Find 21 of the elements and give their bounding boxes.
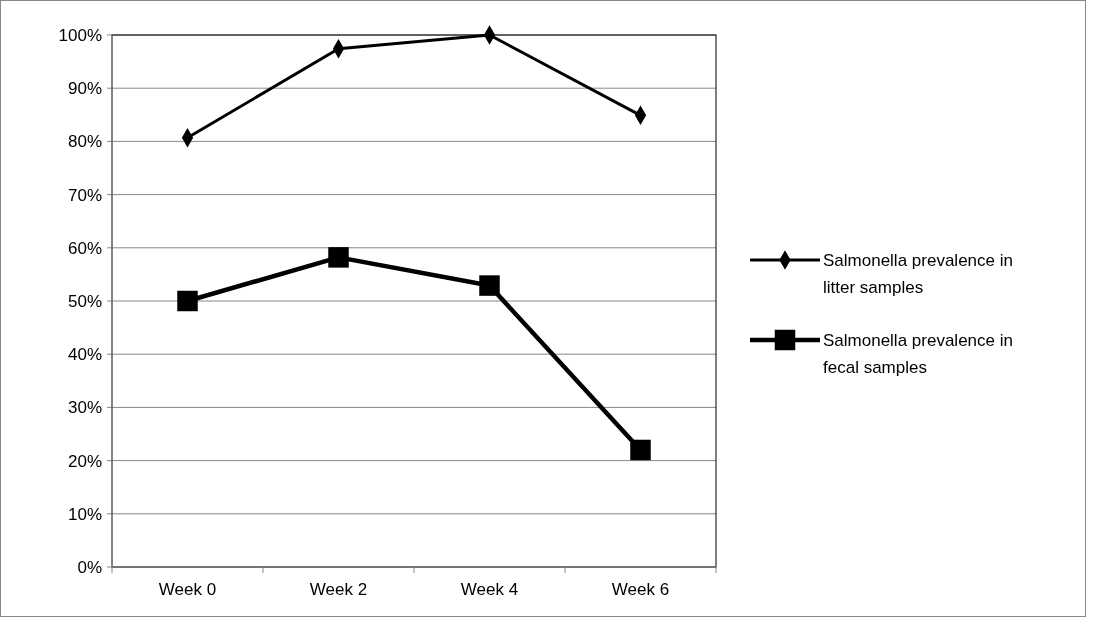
point xyxy=(630,439,651,461)
y-tick-label: 70% xyxy=(67,185,102,205)
y-tick-label: 20% xyxy=(67,451,102,471)
y-tick-label: 50% xyxy=(67,291,102,311)
x-tick-label: Week 2 xyxy=(309,580,368,599)
x-tick-label: Week 0 xyxy=(158,580,217,599)
point xyxy=(328,247,349,268)
y-tick-label: 30% xyxy=(67,398,102,418)
x-tick-label: Week 6 xyxy=(611,580,670,599)
y-tick-label: 60% xyxy=(67,238,102,258)
y-tick-label: 80% xyxy=(67,132,102,152)
y-tick-label: 10% xyxy=(67,504,102,524)
y-tick-label: 40% xyxy=(67,345,102,365)
y-tick-label: 90% xyxy=(67,79,102,99)
point xyxy=(177,290,198,312)
point xyxy=(479,275,500,296)
y-tick-label: 100% xyxy=(58,25,102,45)
legend-label: Salmonella prevalence in litter samples xyxy=(823,250,1013,298)
x-tick-label: Week 4 xyxy=(460,580,519,599)
y-tick-label: 0% xyxy=(77,557,102,577)
legend-label: Salmonella prevalence in fecal samples xyxy=(823,330,1013,378)
